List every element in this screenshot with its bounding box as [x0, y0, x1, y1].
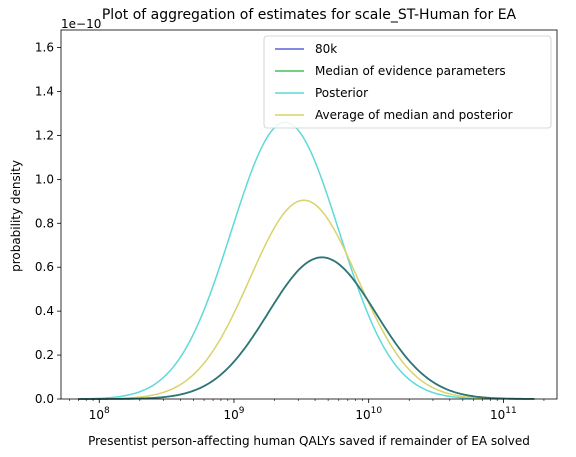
y-tick-label: 0.8 [35, 216, 54, 230]
axes: 0.0 0.2 0.4 0.6 0.8 1.0 1.2 1.4 1.6 108 109 1010 101… [35, 29, 558, 422]
y-tick-label: 1.2 [35, 128, 54, 142]
series-line-posterior [78, 121, 535, 400]
x-tick-label: 1011 [490, 406, 517, 422]
y-tick-label: 1.0 [35, 172, 54, 186]
legend-label-80k: 80k [315, 42, 337, 56]
legend: 80k Median of evidence parameters Posterio… [263, 35, 552, 129]
legend-label-posterior: Posterior [315, 86, 368, 100]
x-tick-label: 1010 [355, 406, 382, 422]
x-tick-label: 109 [223, 406, 244, 422]
series-line-80k [78, 256, 535, 400]
series-line-median-of-evidence-parameters [78, 256, 535, 400]
y-tick-label: 1.6 [35, 41, 54, 55]
x-axis-label: Presentist person-affecting human QALYs … [88, 434, 530, 448]
plot-frame [60, 29, 558, 400]
y-tick-label: 0.2 [35, 348, 54, 362]
legend-box [263, 35, 552, 129]
plot-area [78, 121, 535, 400]
chart-title: Plot of aggregation of estimates for sca… [102, 7, 517, 23]
y-tick-label: 1.4 [35, 85, 54, 99]
y-tick-label: 0.4 [35, 304, 54, 318]
y-tick-label: 0.6 [35, 260, 54, 274]
x-tick-label: 108 [89, 406, 110, 422]
y-offset-label: 1e−10 [61, 17, 101, 31]
series-line-average-of-median-and-posterior [78, 199, 535, 400]
legend-label-median-of-evidence-parameters: Median of evidence parameters [315, 64, 506, 78]
legend-label-average-of-median-and-posterior: Average of median and posterior [315, 108, 513, 122]
y-tick-label: 0.0 [35, 392, 54, 406]
y-axis-label: probability density [9, 160, 23, 272]
